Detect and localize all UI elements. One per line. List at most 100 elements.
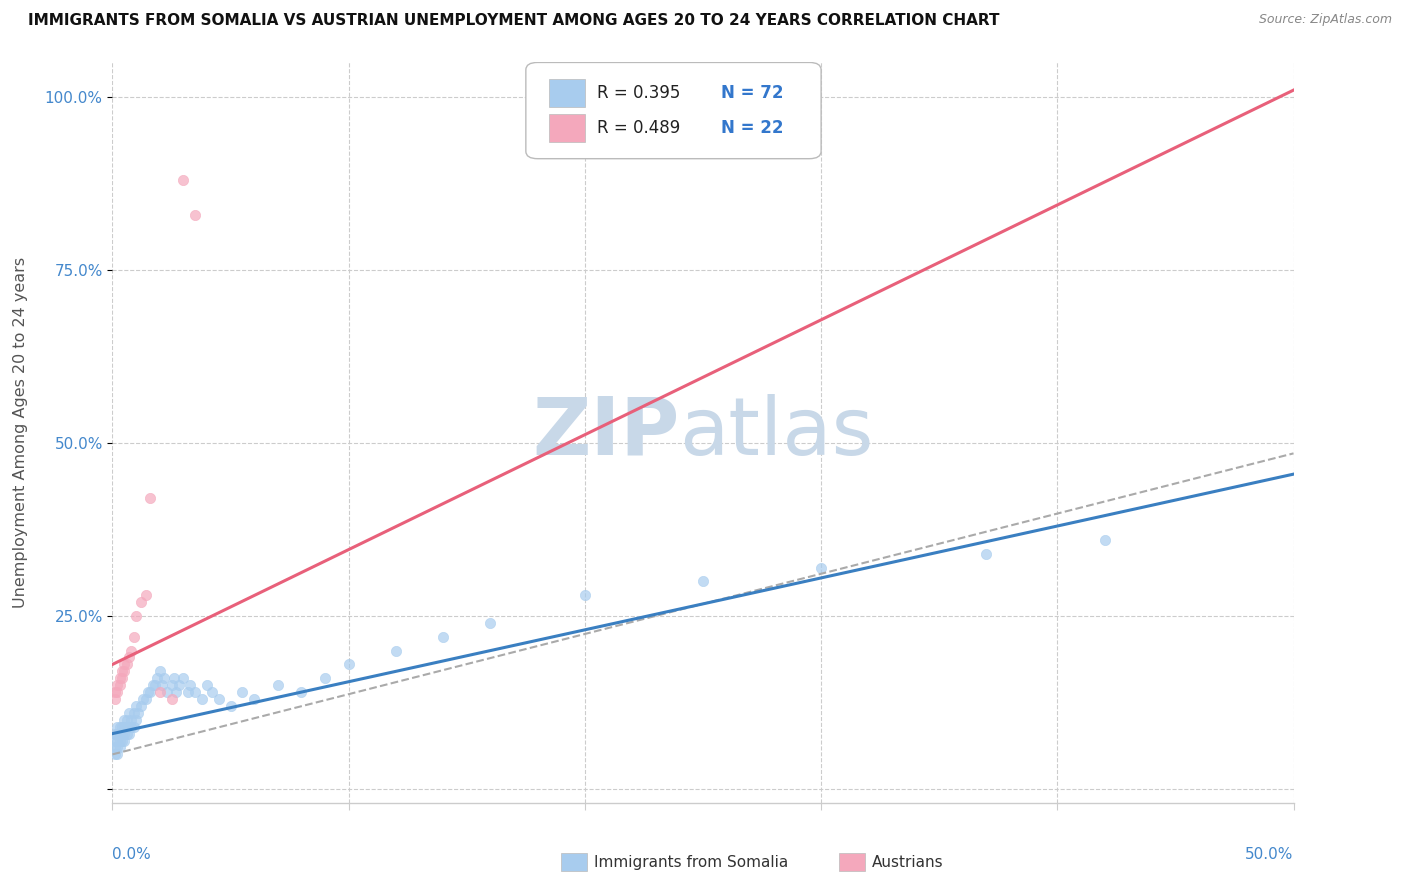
Point [160,678,183,692]
FancyBboxPatch shape [550,78,585,107]
Point [290,685,312,699]
Point [112,720,135,734]
Point [112,733,135,747]
Point [976,547,998,561]
Text: R = 0.395: R = 0.395 [596,84,681,102]
Text: Immigrants from Somalia: Immigrants from Somalia [595,855,789,870]
Point [139,491,162,506]
Text: Austrians: Austrians [872,855,943,870]
Point [104,726,127,740]
Point [104,740,127,755]
FancyBboxPatch shape [839,853,865,871]
Point [231,685,253,699]
Point [201,685,224,699]
Point [195,678,218,692]
Point [165,685,187,699]
Point [111,733,134,747]
Text: 0.0%: 0.0% [112,847,152,863]
Point [111,726,134,740]
Point [243,692,266,706]
Point [115,657,138,672]
Point [118,650,141,665]
Text: R = 0.489: R = 0.489 [596,120,681,137]
Point [104,747,127,762]
Point [136,685,159,699]
Text: IMMIGRANTS FROM SOMALIA VS AUSTRIAN UNEMPLOYMENT AMONG AGES 20 TO 24 YEARS CORRE: IMMIGRANTS FROM SOMALIA VS AUSTRIAN UNEM… [28,13,1000,29]
Point [122,720,145,734]
Point [105,733,128,747]
Point [120,643,142,657]
Point [129,698,152,713]
Point [104,733,127,747]
Point [219,698,242,713]
Point [125,713,148,727]
Point [142,678,165,692]
Point [150,678,173,692]
Point [108,740,131,755]
Point [172,173,194,187]
Point [177,685,200,699]
Point [172,671,194,685]
Point [1094,533,1116,547]
Point [156,685,179,699]
Point [146,671,169,685]
Point [314,671,336,685]
Point [135,692,157,706]
Point [105,747,128,762]
Y-axis label: Unemployment Among Ages 20 to 24 years: Unemployment Among Ages 20 to 24 years [13,257,28,608]
Point [111,720,134,734]
Point [127,706,149,720]
Point [108,678,131,692]
Point [112,726,135,740]
Text: 50.0%: 50.0% [1246,847,1294,863]
Text: Source: ZipAtlas.com: Source: ZipAtlas.com [1258,13,1392,27]
Text: ZIP: ZIP [531,393,679,472]
Point [118,720,141,734]
Point [115,726,138,740]
Point [104,685,127,699]
FancyBboxPatch shape [526,62,821,159]
Point [120,713,142,727]
Point [104,692,127,706]
Point [122,706,145,720]
Point [125,609,148,624]
Point [160,692,183,706]
Text: N = 72: N = 72 [721,84,783,102]
Point [184,685,207,699]
Text: atlas: atlas [679,393,873,472]
Point [479,615,502,630]
Point [184,208,207,222]
Point [111,665,134,679]
Point [120,720,142,734]
Point [191,692,214,706]
Point [810,560,832,574]
Point [111,671,134,685]
Point [208,692,231,706]
Point [167,678,190,692]
Point [153,671,176,685]
Point [118,726,141,740]
Point [574,588,596,602]
Point [112,665,135,679]
Point [432,630,454,644]
Point [143,678,166,692]
Point [108,733,131,747]
Point [115,713,138,727]
Point [112,713,135,727]
Point [337,657,360,672]
Point [132,692,155,706]
FancyBboxPatch shape [550,114,585,143]
Point [179,678,201,692]
Point [105,740,128,755]
Point [129,595,152,609]
Point [139,685,162,699]
Point [385,643,408,657]
Point [105,726,128,740]
Point [115,720,138,734]
FancyBboxPatch shape [561,853,588,871]
Point [267,678,290,692]
Point [122,630,145,644]
Point [108,671,131,685]
Point [105,685,128,699]
Point [108,720,131,734]
